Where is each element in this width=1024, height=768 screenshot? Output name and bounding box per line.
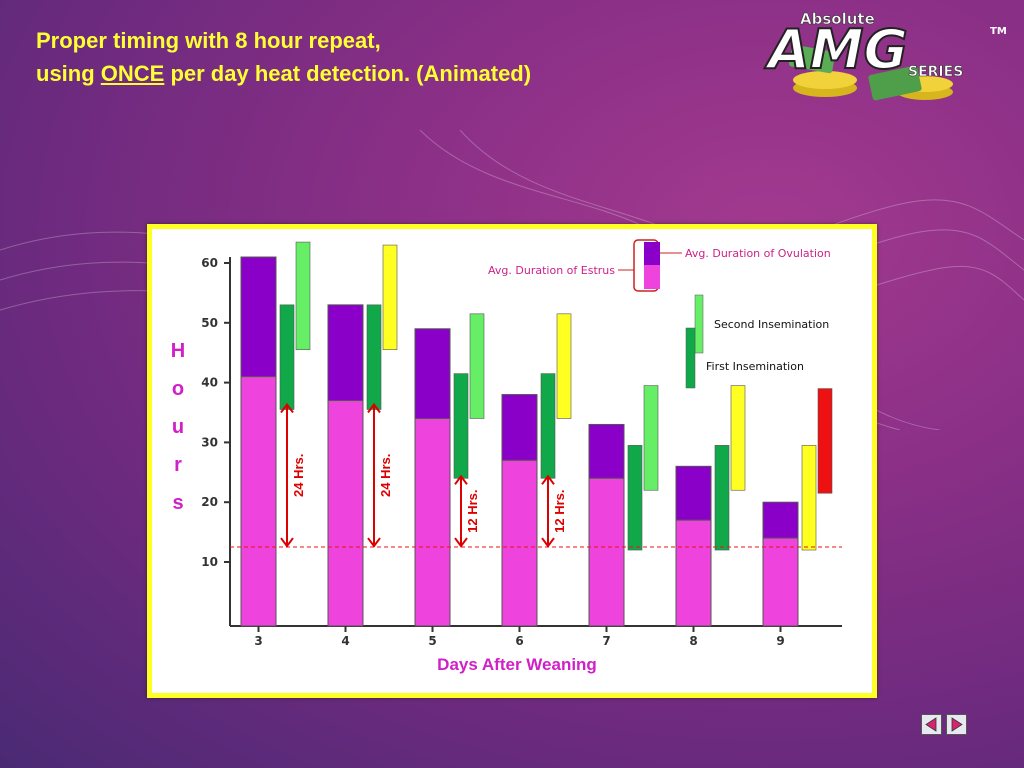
y-tick-label: 20 [201,495,218,509]
y-axis-label-letter: H [171,340,185,362]
legend-label-first: First Insemination [706,360,804,373]
bar-ovulation [414,328,451,419]
bar-ovulation [501,394,538,461]
y-axis-label-letter: o [172,378,184,400]
slide-title: Proper timing with 8 hour repeat, using … [36,24,531,90]
money-icon [868,65,922,101]
bar-ovulation [327,304,364,402]
first-insemination-window [714,445,730,551]
y-tick-label: 10 [201,555,218,569]
legend-swatch-estrus [644,265,660,289]
title-line-2-prefix: using [36,61,101,86]
second-insemination-window [817,388,833,494]
second-insemination-window [469,313,485,419]
arrow-head-up [367,402,381,414]
bar-estrus [675,519,712,627]
span-annotation: 24 Hrs. [291,454,306,497]
arrow-head-up [454,474,468,485]
legend-label-ovulation: Avg. Duration of Ovulation [685,247,831,260]
y-axis-label-letter: s [172,492,183,514]
arrow-head-down [541,537,555,548]
bar-ovulation [588,423,625,479]
arrow-head-down [280,537,294,548]
y-tick-label: 40 [201,376,218,390]
arrow-left-icon [925,717,937,732]
arrow-head-up [541,474,555,485]
x-tick-label: 6 [515,634,523,648]
first-insemination-window [801,445,817,551]
logo-word-top: Absolute [800,10,875,28]
x-axis-label: Days After Weaning [437,655,597,674]
second-insemination-window [730,385,746,491]
second-insemination-window [382,244,398,351]
x-tick-label: 7 [602,634,610,648]
first-insemination-window [279,304,295,410]
amg-logo: Absolute AMG SERIES TM [763,10,1007,101]
bar-ovulation [675,465,712,521]
next-slide-button[interactable] [946,714,967,735]
second-insemination-window [295,241,311,351]
first-insemination-window [627,445,643,551]
arrow-right-icon [951,717,963,732]
bar-estrus [501,459,538,627]
span-annotation: 24 Hrs. [378,454,393,497]
arrow-head-down [367,537,381,548]
first-insemination-window [453,373,469,479]
legend-label-second: Second Insemination [714,318,829,331]
first-insemination-window [366,304,382,410]
x-tick-label: 3 [254,634,262,648]
first-insemination-window [540,373,556,479]
bar-ovulation [240,256,277,378]
legend-swatch-second [694,294,704,354]
y-axis-label-letter: u [172,416,184,438]
y-tick-label: 30 [201,435,218,449]
title-line-1: Proper timing with 8 hour repeat, [36,28,381,53]
arrow-head-down [454,537,468,548]
bar-estrus [327,400,364,627]
x-tick-label: 9 [776,634,784,648]
legend-swatch-ovulation [644,242,660,265]
logo-trademark: TM [990,26,1007,37]
y-tick-label: 50 [201,316,218,330]
title-emphasis: ONCE [100,61,165,86]
x-tick-label: 4 [341,634,349,648]
logo-word-main: AMG [764,18,908,81]
legend-swatch-first [685,327,696,389]
arrow-head-up [280,402,294,414]
span-annotation: 12 Hrs. [552,489,567,532]
bar-estrus [762,537,799,627]
y-axis-label-letter: r [174,454,182,476]
x-tick-label: 5 [428,634,436,648]
title-line-2-suffix: per day heat detection. (Animated) [164,61,532,86]
legend-label-estrus: Avg. Duration of Estrus [488,264,615,277]
previous-slide-button[interactable] [921,714,942,735]
span-annotation: 12 Hrs. [465,489,480,532]
bar-ovulation [762,501,799,539]
y-tick-label: 60 [201,256,218,270]
second-insemination-window [643,385,659,491]
x-tick-label: 8 [689,634,697,648]
logo-word-sub: SERIES [908,64,963,80]
title-line-2: using ONCE per day heat detection. (Anim… [36,57,531,90]
bar-estrus [414,417,451,627]
second-insemination-window [556,313,572,419]
bar-estrus [240,376,277,627]
bar-estrus [588,477,625,627]
